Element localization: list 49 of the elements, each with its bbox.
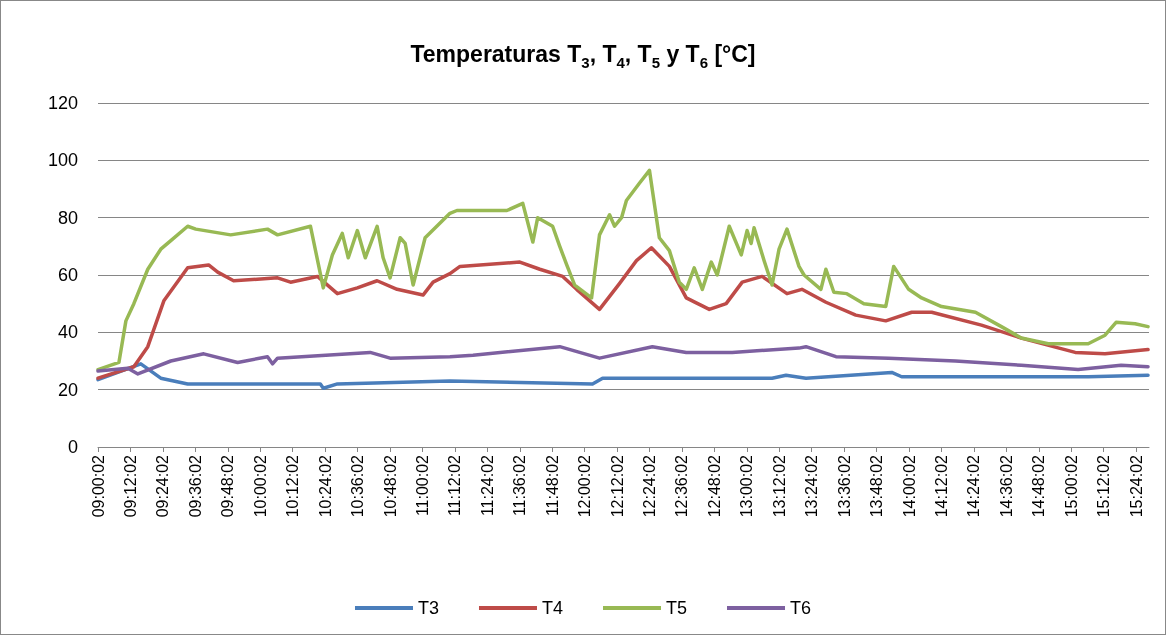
x-tick-label: 09:24:02 (154, 454, 172, 518)
y-tick-label: 0 (67, 437, 78, 457)
line-series (96, 168, 1150, 372)
x-tick-label: 13:48:02 (868, 454, 886, 518)
y-tick-label: 100 (47, 150, 78, 171)
x-tick-label: 11:00:02 (413, 454, 431, 517)
legend-label: T6 (790, 598, 812, 618)
x-tick-label: 14:12:02 (932, 454, 950, 518)
y-tick-label: 20 (57, 379, 78, 400)
x-tick-label: 11:48:02 (543, 454, 561, 517)
line-series (96, 344, 1150, 376)
y-tick-label: 60 (57, 265, 78, 285)
x-tick-label: 15:24:02 (1127, 454, 1145, 518)
x-tick-label: 11:24:02 (478, 454, 496, 517)
x-tick-label: 11:36:02 (511, 454, 529, 517)
legend-label: T4 (541, 598, 564, 618)
line-series (96, 362, 1150, 390)
x-tick-label: 13:12:02 (770, 454, 788, 518)
chart-title: Temperaturas T$_{3}$, T$_{4}$, T$_{5}$ y T$_{6}$ [°C] (410, 41, 756, 71)
x-tick-label: 09:48:02 (219, 454, 237, 518)
x-tick-label: 14:24:02 (965, 454, 983, 518)
x-tick-label: 10:48:02 (381, 454, 399, 518)
x-tick-label: 12:36:02 (673, 454, 691, 518)
x-tick-label: 13:24:02 (803, 454, 821, 518)
x-tick-label: 10:00:02 (251, 454, 269, 518)
x-tick-label: 12:24:02 (641, 454, 659, 518)
x-tick-label: 12:48:02 (705, 454, 723, 518)
x-tick-label: 14:48:02 (1030, 454, 1048, 518)
x-tick-label: 09:00:02 (89, 454, 107, 518)
y-tick-label: 80 (57, 207, 78, 228)
x-tick-label: 14:00:02 (900, 454, 918, 518)
x-tick-label: 11:12:02 (446, 454, 464, 517)
y-tick-label: 40 (57, 322, 78, 343)
x-tick-label: 09:12:02 (122, 454, 140, 518)
line-series (96, 246, 1150, 380)
x-tick-label: 09:36:02 (186, 454, 204, 518)
legend-label: T3 (417, 598, 439, 618)
x-tick-label: 12:12:02 (608, 454, 626, 518)
x-tick-label: 10:36:02 (349, 454, 367, 518)
legend-label: T5 (666, 598, 688, 618)
x-tick-label: 15:12:02 (1095, 454, 1113, 518)
x-tick-label: 12:00:02 (576, 454, 594, 518)
x-tick-label: 10:12:02 (284, 454, 302, 518)
x-tick-label: 13:36:02 (835, 454, 853, 518)
x-tick-label: 13:00:02 (738, 454, 756, 518)
y-tick-label: 120 (47, 93, 78, 113)
x-tick-label: 10:24:02 (316, 454, 334, 518)
x-tick-label: 14:36:02 (997, 454, 1015, 518)
x-tick-label: 15:00:02 (1062, 454, 1080, 518)
